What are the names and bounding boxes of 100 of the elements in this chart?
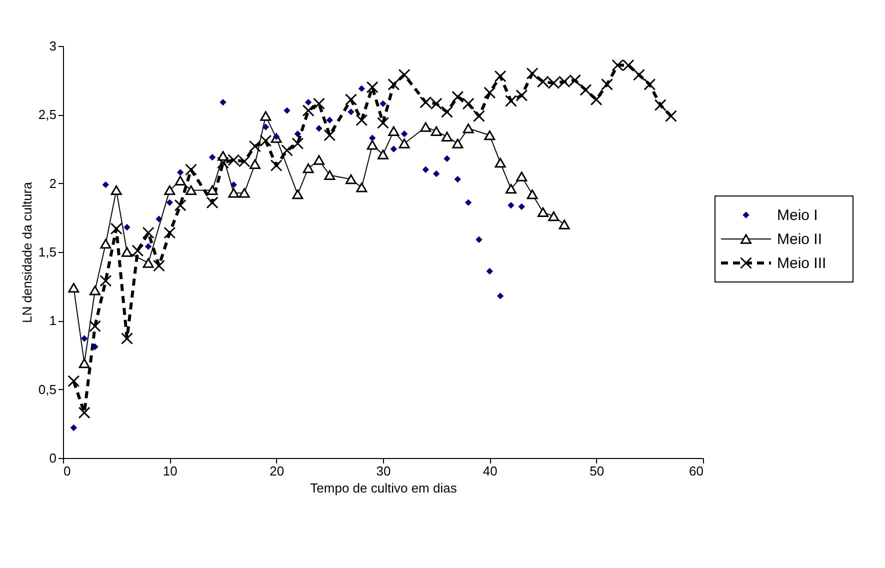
point [186, 185, 196, 196]
point [505, 94, 517, 107]
point [518, 203, 526, 210]
point [590, 94, 602, 106]
point [558, 220, 570, 230]
point [580, 84, 592, 96]
point [400, 130, 408, 138]
point [558, 76, 570, 88]
point [444, 155, 450, 162]
point [302, 104, 314, 117]
y-tick-label: 1 [49, 313, 56, 328]
point [144, 243, 152, 250]
point [206, 196, 218, 209]
point [250, 159, 260, 169]
point [208, 154, 216, 161]
y-tick-label: 0,5 [38, 382, 56, 397]
point [398, 68, 410, 81]
point [110, 222, 122, 235]
point [292, 189, 304, 200]
point [68, 375, 80, 388]
point [654, 99, 666, 112]
point [260, 111, 272, 121]
point [462, 98, 474, 110]
point [601, 78, 613, 90]
point [454, 176, 462, 183]
point [313, 98, 325, 110]
point [494, 158, 506, 168]
point [260, 134, 272, 147]
point [432, 170, 440, 178]
point [390, 146, 398, 152]
point [348, 108, 354, 116]
point [230, 181, 238, 188]
point [324, 170, 336, 180]
point [569, 74, 581, 86]
point [174, 176, 186, 186]
y-tick-label: 0 [49, 450, 56, 466]
point [142, 226, 154, 239]
point [316, 125, 322, 132]
point [185, 164, 197, 176]
legend-label: Meio II [777, 231, 822, 248]
y-tick-label: 1,5 [38, 244, 56, 260]
point [92, 343, 98, 350]
point [174, 199, 186, 212]
point [441, 106, 453, 118]
point [100, 274, 112, 287]
point [346, 174, 356, 184]
point [526, 67, 538, 80]
point [422, 166, 430, 173]
point [164, 226, 176, 239]
y-tick-label: 3 [49, 38, 56, 54]
point [176, 168, 184, 176]
y-tick-label: 2 [49, 176, 56, 191]
point [262, 124, 270, 130]
point [377, 116, 389, 129]
point [228, 188, 240, 198]
point [164, 185, 176, 196]
point [380, 100, 386, 108]
point [356, 182, 368, 192]
point [366, 140, 378, 150]
point [388, 126, 400, 136]
point [368, 134, 376, 142]
point [633, 68, 645, 81]
point [496, 292, 504, 300]
y-tick-label: 2,5 [38, 107, 56, 122]
point [166, 199, 174, 206]
x-axis-title: Tempo de cultivo em dias [310, 480, 458, 496]
point [302, 163, 314, 174]
point [476, 236, 482, 243]
point [284, 107, 290, 114]
point [68, 282, 80, 293]
point [358, 85, 366, 92]
point [366, 81, 378, 94]
point [345, 94, 357, 106]
point [238, 155, 250, 168]
point [270, 159, 282, 172]
point [526, 189, 538, 200]
point [538, 207, 548, 218]
point [644, 78, 656, 90]
point [102, 181, 110, 188]
point [206, 185, 218, 196]
point [156, 216, 162, 222]
point [314, 155, 324, 165]
point [452, 90, 464, 103]
point [80, 335, 88, 342]
point [486, 268, 494, 275]
x-tick-label: 50 [590, 464, 604, 478]
point [132, 244, 144, 257]
point [228, 154, 240, 166]
point [484, 86, 496, 99]
point [89, 320, 101, 332]
point [548, 77, 560, 90]
point [281, 144, 293, 156]
point [464, 199, 472, 206]
x-tick-label: 60 [689, 464, 704, 478]
point [462, 124, 474, 134]
point [494, 70, 506, 82]
point [506, 184, 516, 194]
point [516, 172, 528, 182]
point [537, 76, 549, 88]
point [121, 332, 133, 345]
